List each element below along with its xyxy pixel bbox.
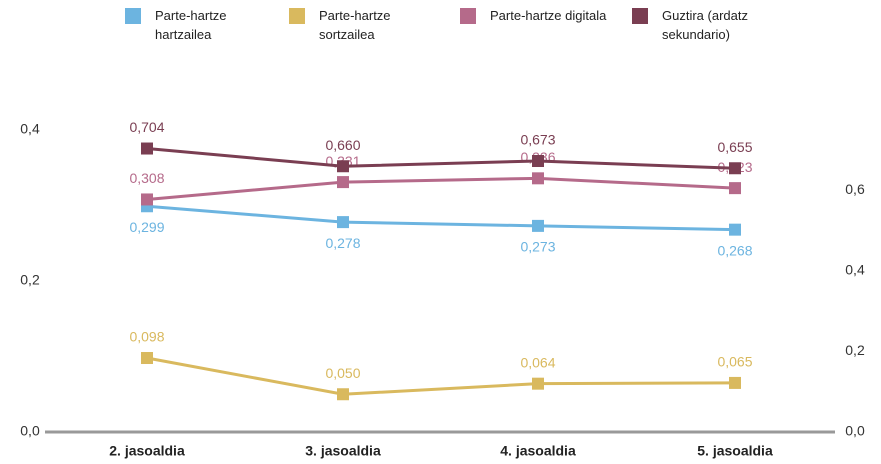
legend-label: Parte-hartze sortzailea [319, 8, 391, 42]
x-tick-label: 3. jasoaldia [305, 443, 381, 459]
legend-item: Guztira (ardatz sekundario) [632, 6, 792, 44]
data-label: 0,308 [129, 170, 164, 186]
legend-label: Parte-hartze hartzailea [155, 8, 227, 42]
point [141, 142, 153, 155]
y-tick-label: 0,2 [20, 272, 40, 288]
series-line [146, 204, 736, 232]
point [337, 160, 349, 173]
point [729, 376, 741, 389]
legend-swatch [632, 8, 648, 24]
point [337, 216, 349, 229]
data-label: 0,268 [717, 242, 752, 258]
data-label: 0,660 [325, 137, 360, 153]
data-label: 0,050 [325, 365, 360, 381]
point [532, 219, 544, 232]
point [532, 377, 544, 390]
legend-swatch [289, 8, 305, 24]
point [141, 352, 153, 365]
x-tick-label: 4. jasoaldia [500, 443, 576, 459]
data-label: 0,673 [520, 132, 555, 148]
point [729, 223, 741, 236]
y2-tick-label: 0,6 [845, 181, 865, 197]
point [729, 182, 741, 195]
point [532, 155, 544, 168]
data-label: 0,655 [717, 139, 752, 155]
y-tick-label: 0,4 [20, 121, 40, 137]
legend-item: Parte-hartze hartzailea [125, 6, 285, 44]
data-label: 0,299 [129, 219, 164, 235]
y2-tick-label: 0,2 [845, 342, 865, 358]
legend-swatch [125, 8, 141, 24]
data-label: 0,704 [129, 119, 164, 135]
data-label: 0,065 [717, 354, 752, 370]
legend-item: Parte-hartze sortzailea [289, 6, 449, 44]
point [141, 193, 153, 206]
legend-label: Parte-hartze digitala [490, 8, 607, 23]
data-label: 0,098 [129, 329, 164, 345]
legend-item: Parte-hartze digitala [460, 6, 620, 25]
series-line [146, 356, 736, 396]
legend-label: Guztira (ardatz sekundario) [662, 8, 748, 42]
x-tick-label: 5. jasoaldia [697, 443, 773, 459]
data-label: 0,064 [520, 354, 555, 370]
point [337, 388, 349, 401]
legend-swatch [460, 8, 476, 24]
series-line [146, 176, 736, 201]
y2-tick-label: 0,4 [845, 262, 865, 278]
y2-tick-label: 0,0 [845, 423, 865, 439]
data-label: 0,278 [325, 235, 360, 251]
point [337, 176, 349, 189]
y-tick-label: 0,0 [20, 423, 40, 439]
data-label: 0,273 [520, 239, 555, 255]
series-line [146, 147, 736, 170]
x-tick-label: 2. jasoaldia [109, 443, 185, 459]
point [729, 162, 741, 175]
point [532, 172, 544, 185]
